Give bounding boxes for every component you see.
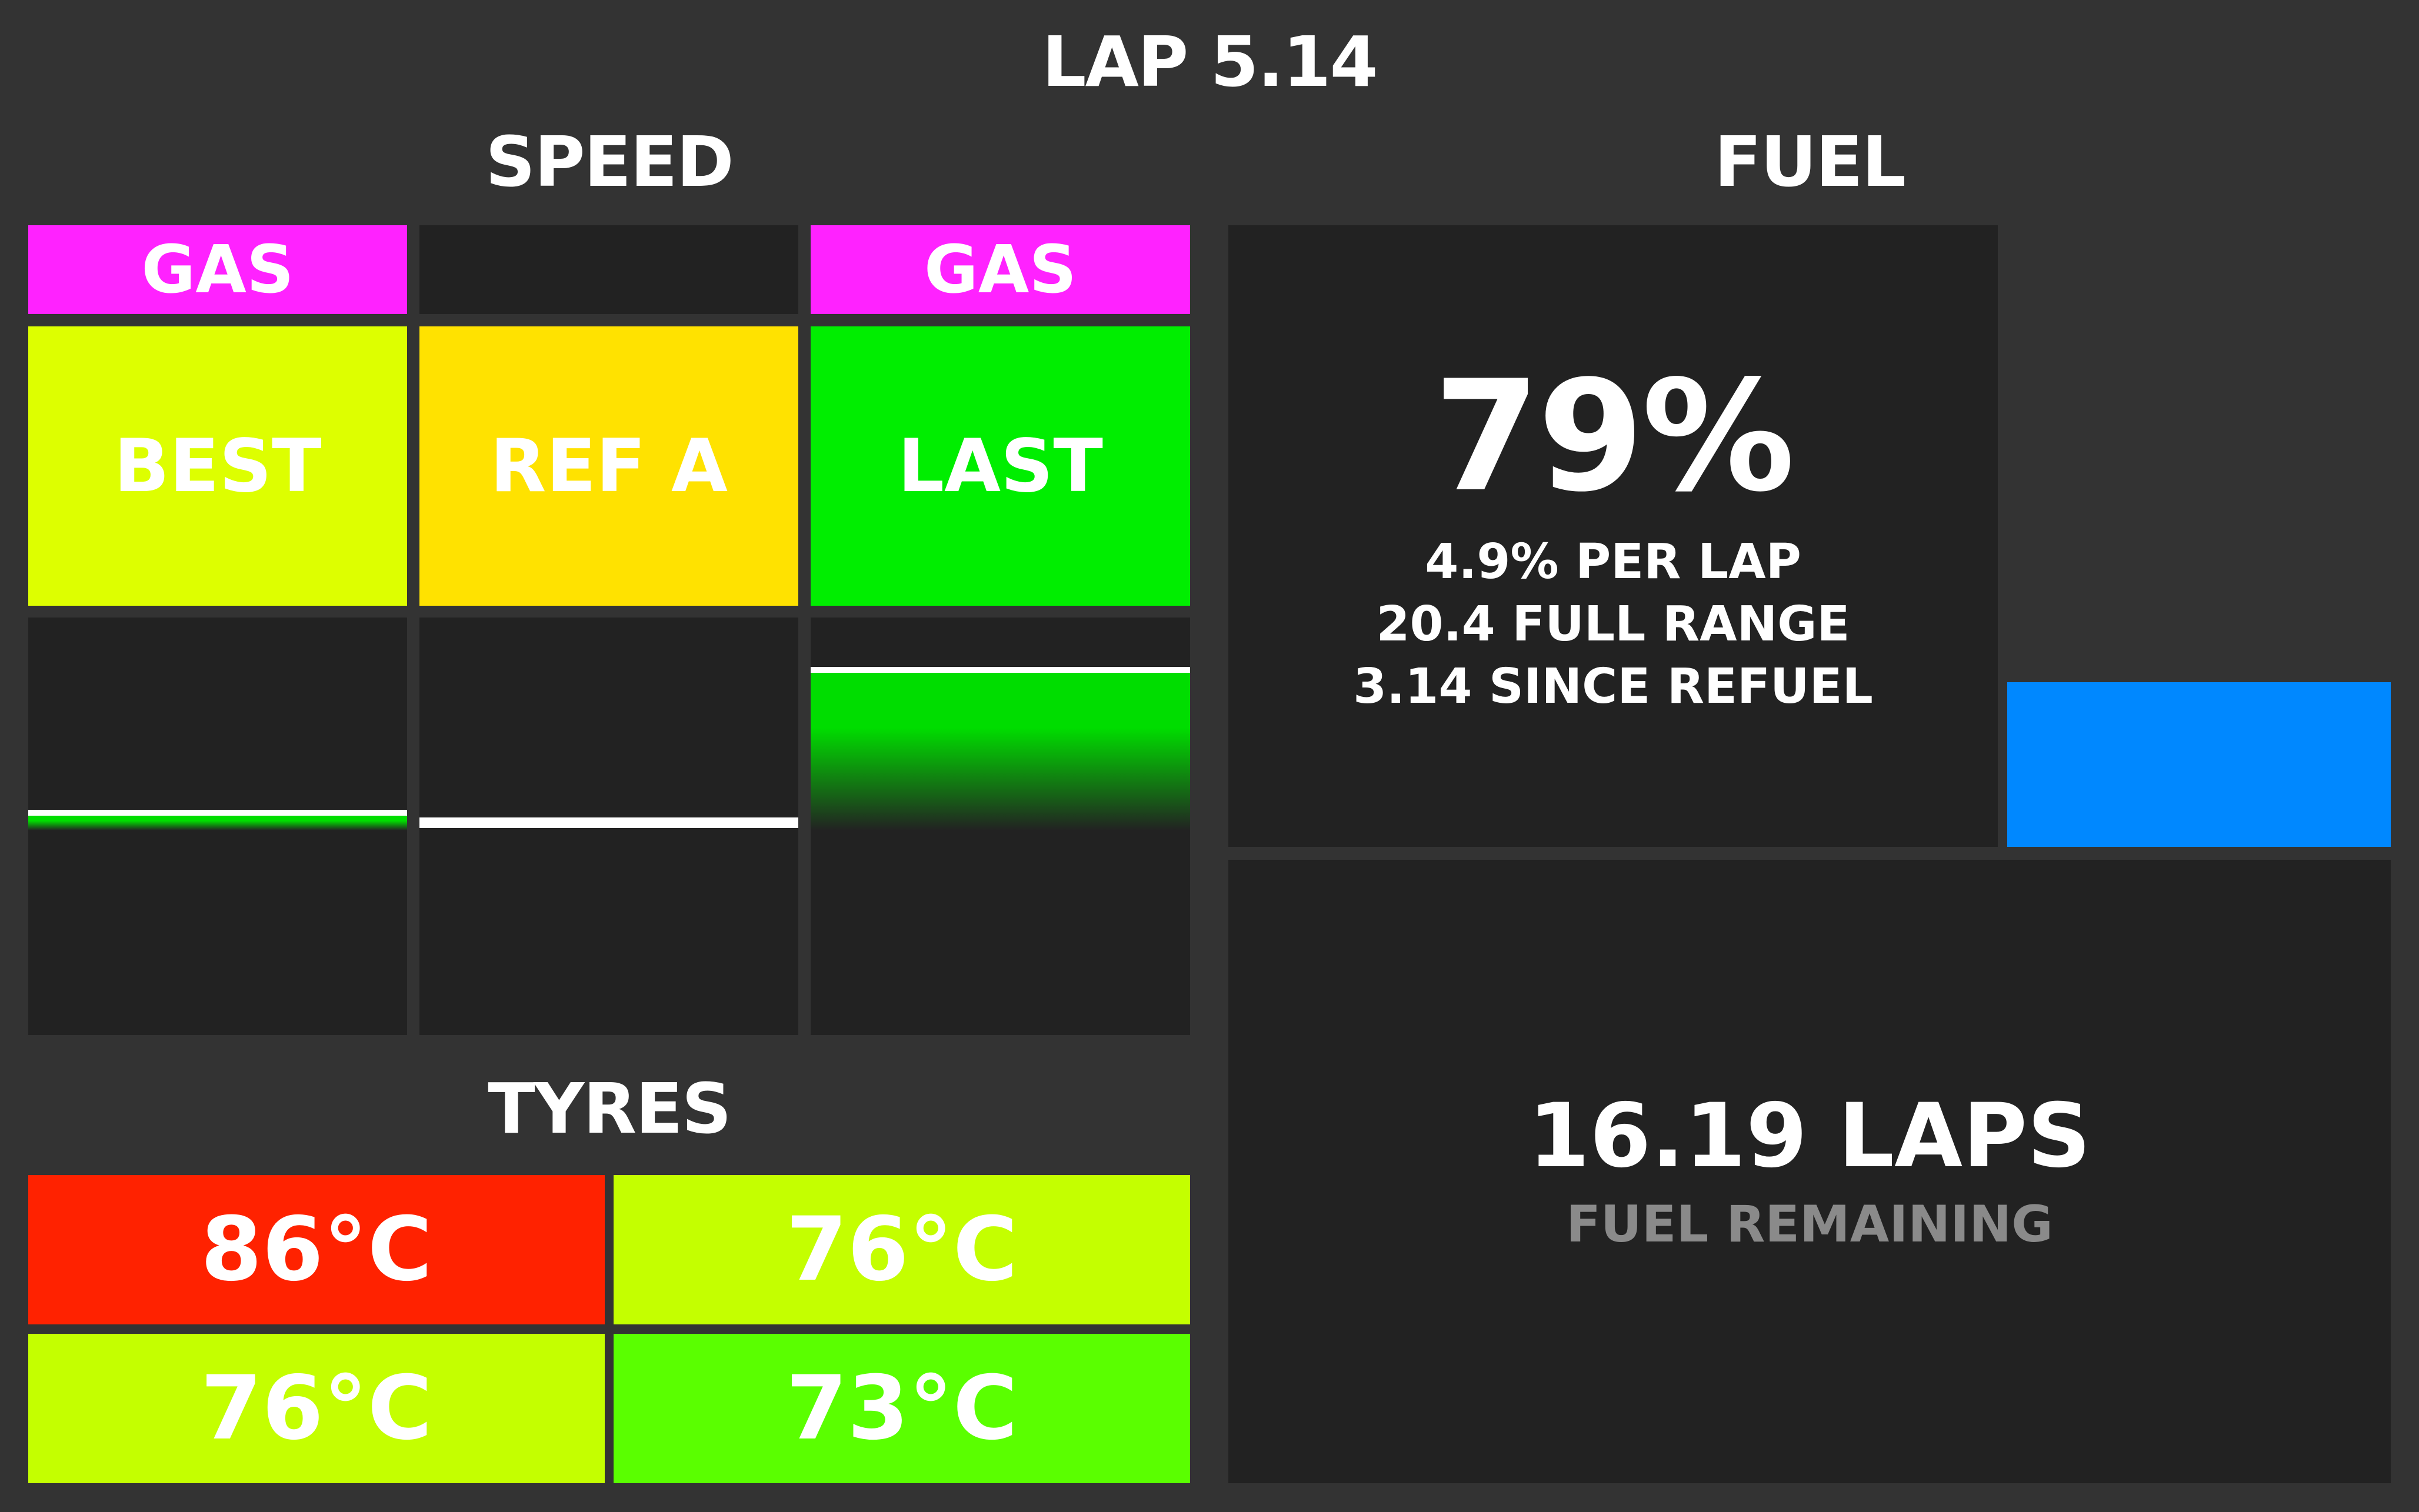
last-speed-bar [811,618,1190,1035]
ref-a-speed-bar [419,618,798,1035]
tyres-title: TYRES [488,1068,731,1149]
ref-a-label: REF A [419,326,798,606]
tyre-rear-left: 76°C [28,1334,605,1483]
lap-counter: LAP 5.14 [1042,21,1378,102]
speed-title: SPEED [485,121,734,202]
best-label: BEST [28,326,407,606]
fuel-remaining-label: FUEL REMAINING [1566,1195,2053,1254]
ref-a-reference-line [419,817,798,828]
gas-tag-best: GAS [28,225,407,314]
best-fill [28,810,407,830]
fuel-per-lap: 4.9% PER LAP [1425,534,1801,590]
ref-a-tag [419,225,798,314]
fuel-laps: 16.19 LAPS [1528,1085,2091,1187]
fuel-full-range: 20.4 FULL RANGE [1376,596,1850,652]
last-label: LAST [811,326,1190,606]
tyre-rear-right: 73°C [614,1334,1190,1483]
last-fill [811,667,1190,830]
fuel-stats-panel: 79% 4.9% PER LAP 20.4 FULL RANGE 3.14 SI… [1228,225,1998,847]
best-speed-bar [28,618,407,1035]
gas-tag-last: GAS [811,225,1190,314]
fuel-percent: 79% [1433,348,1795,526]
fuel-remaining-panel: 16.19 LAPS FUEL REMAINING [1228,860,2391,1483]
fuel-level-gauge [2007,682,2391,847]
tyre-front-right: 76°C [614,1175,1190,1324]
fuel-title: FUEL [1714,121,1906,202]
tyre-front-left: 86°C [28,1175,605,1324]
fuel-since-refuel: 3.14 SINCE REFUEL [1353,659,1873,715]
